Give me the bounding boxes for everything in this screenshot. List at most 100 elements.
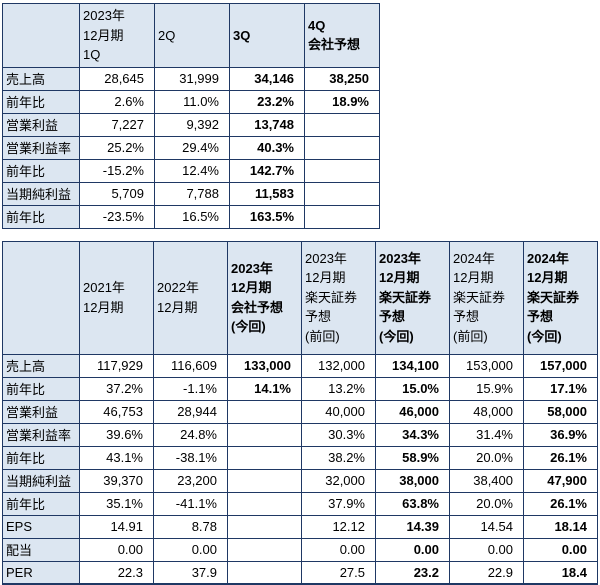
value-cell: 133,000 bbox=[228, 354, 302, 377]
column-header-line: 予想 bbox=[305, 309, 331, 324]
value-cell: 29.4% bbox=[155, 136, 230, 159]
row-label: 営業利益 bbox=[3, 113, 80, 136]
value-cell: 153,000 bbox=[450, 354, 524, 377]
value-cell: 38.2% bbox=[302, 446, 376, 469]
value-cell: 12.4% bbox=[155, 159, 230, 182]
column-header-line: 楽天証券 bbox=[379, 290, 431, 305]
value-cell: 38,000 bbox=[376, 469, 450, 492]
value-cell: 132,000 bbox=[302, 354, 376, 377]
value-cell: 37.9 bbox=[154, 561, 228, 584]
value-cell: 23,200 bbox=[154, 469, 228, 492]
value-cell bbox=[305, 136, 380, 159]
corner-cell bbox=[3, 241, 80, 354]
value-cell: 63.8% bbox=[376, 492, 450, 515]
value-cell: 0.00 bbox=[80, 538, 154, 561]
value-cell: -38.1% bbox=[154, 446, 228, 469]
row-label: 営業利益率 bbox=[3, 423, 80, 446]
value-cell: 117,929 bbox=[80, 354, 154, 377]
value-cell: 58.9% bbox=[376, 446, 450, 469]
value-cell: 14.54 bbox=[450, 515, 524, 538]
value-cell: 27.5 bbox=[302, 561, 376, 584]
row-label: 前年比 bbox=[3, 492, 80, 515]
value-cell bbox=[228, 515, 302, 538]
value-cell bbox=[305, 113, 380, 136]
value-cell: -23.5% bbox=[80, 205, 155, 228]
column-header: 3Q bbox=[230, 4, 305, 68]
column-header-line: 12月期 bbox=[453, 270, 493, 285]
row-label: 前年比 bbox=[3, 159, 80, 182]
row-label: 営業利益 bbox=[3, 400, 80, 423]
value-cell: 22.9 bbox=[450, 561, 524, 584]
column-header-line: 会社予想 bbox=[231, 300, 283, 315]
value-cell bbox=[305, 205, 380, 228]
row-label: 当期純利益 bbox=[3, 469, 80, 492]
value-cell: 40.3% bbox=[230, 136, 305, 159]
value-cell: 22.3 bbox=[80, 561, 154, 584]
value-cell: 13,748 bbox=[230, 113, 305, 136]
value-cell: -15.2% bbox=[80, 159, 155, 182]
value-cell bbox=[228, 492, 302, 515]
value-cell: 46,000 bbox=[376, 400, 450, 423]
value-cell: 15.0% bbox=[376, 377, 450, 400]
column-header: 2022年 12月期 bbox=[154, 241, 228, 354]
value-cell: 26.1% bbox=[524, 446, 598, 469]
value-cell bbox=[228, 538, 302, 561]
value-cell: 16.5% bbox=[155, 205, 230, 228]
value-cell: 38,250 bbox=[305, 67, 380, 90]
value-cell: 23.2% bbox=[230, 90, 305, 113]
value-cell: 7,227 bbox=[80, 113, 155, 136]
value-cell bbox=[228, 400, 302, 423]
value-cell: 7,788 bbox=[155, 182, 230, 205]
row-label: 配当 bbox=[3, 538, 80, 561]
column-header-line: (今回) bbox=[527, 329, 562, 344]
value-cell: 18.9% bbox=[305, 90, 380, 113]
value-cell: 40,000 bbox=[302, 400, 376, 423]
column-header-line: 予想 bbox=[453, 309, 479, 324]
column-header-line: 2022年 bbox=[157, 280, 199, 295]
value-cell: 39,370 bbox=[80, 469, 154, 492]
column-header-line: (今回) bbox=[231, 319, 266, 334]
row-label: EPS bbox=[3, 515, 80, 538]
column-header-line: 4Q bbox=[308, 18, 325, 33]
value-cell: 47,900 bbox=[524, 469, 598, 492]
value-cell: 20.0% bbox=[450, 446, 524, 469]
value-cell: 37.2% bbox=[80, 377, 154, 400]
column-header-line: 12月期 bbox=[157, 300, 197, 315]
value-cell: 14.39 bbox=[376, 515, 450, 538]
value-cell: 5,709 bbox=[80, 182, 155, 205]
value-cell: 26.1% bbox=[524, 492, 598, 515]
value-cell: 13.2% bbox=[302, 377, 376, 400]
row-label: 売上高 bbox=[3, 354, 80, 377]
value-cell: 24.8% bbox=[154, 423, 228, 446]
value-cell: 11.0% bbox=[155, 90, 230, 113]
value-cell: 0.00 bbox=[450, 538, 524, 561]
column-header-line: 2024年 bbox=[453, 251, 495, 266]
value-cell: 0.00 bbox=[154, 538, 228, 561]
value-cell: 36.9% bbox=[524, 423, 598, 446]
value-cell: 15.9% bbox=[450, 377, 524, 400]
value-cell: 25.2% bbox=[80, 136, 155, 159]
value-cell bbox=[305, 159, 380, 182]
value-cell bbox=[305, 182, 380, 205]
value-cell: 48,000 bbox=[450, 400, 524, 423]
value-cell bbox=[228, 469, 302, 492]
column-header-line: 予想 bbox=[379, 309, 405, 324]
value-cell: 31,999 bbox=[155, 67, 230, 90]
value-cell: 11,583 bbox=[230, 182, 305, 205]
column-header-line: 12月期 bbox=[231, 280, 271, 295]
